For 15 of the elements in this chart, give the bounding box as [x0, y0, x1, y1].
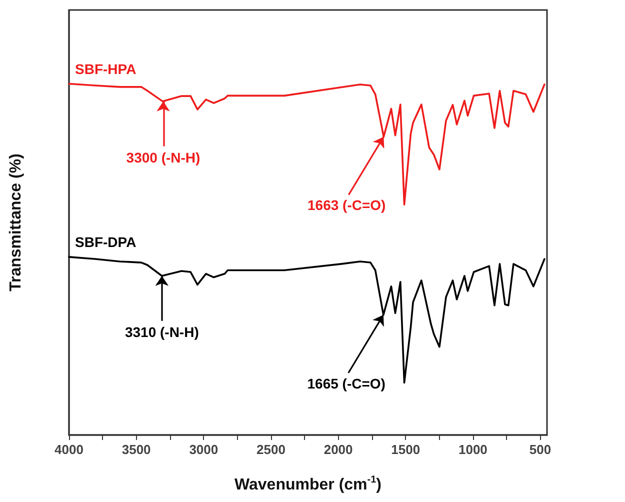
annotation: 1663 (-C=O) [308, 197, 386, 214]
series-label: SBF-HPA [75, 60, 136, 77]
x-tick-label: 1500 [391, 442, 420, 457]
series-label: SBF-DPA [75, 234, 136, 250]
x-tick-label: 3500 [122, 442, 151, 457]
x-tick-label: 2500 [256, 442, 286, 457]
x-tick-label: 500 [529, 442, 552, 457]
annotation: 3310 (-N-H) [124, 324, 199, 340]
x-tick-label: 2000 [324, 442, 353, 457]
x-tick-label: 3000 [189, 442, 218, 457]
annotation: 1665 (-C=O) [307, 375, 386, 392]
x-tick-label: 1000 [458, 442, 488, 457]
annotation: 3300 (-N-H) [126, 149, 200, 166]
x-tick-label: 4000 [54, 442, 84, 457]
y-axis-title: Transmittance (%) [8, 154, 24, 292]
